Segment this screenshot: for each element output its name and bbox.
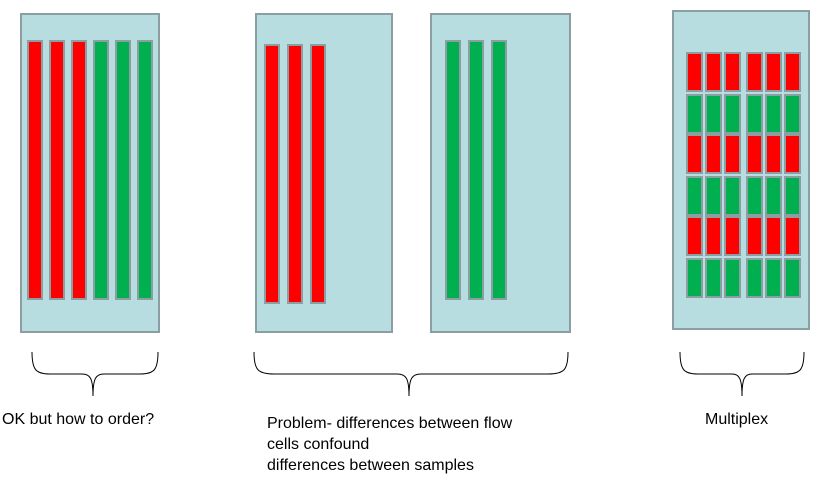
multiplex-block-green	[686, 94, 703, 134]
multiplex-block-red	[705, 52, 722, 92]
flowcell-green-samples	[430, 13, 571, 333]
multiplex-block-green	[746, 176, 763, 216]
multiplex-block-red	[765, 52, 782, 92]
multiplex-block-red	[705, 134, 722, 174]
caption-line: OK but how to order?	[2, 411, 155, 428]
multiplex-block-green	[705, 258, 722, 298]
multiplex-block-green	[746, 258, 763, 298]
multiplex-block-red	[765, 216, 782, 256]
caption-line: cells confound	[267, 436, 370, 453]
multiplex-block-green	[705, 176, 722, 216]
multiplex-block-green	[705, 94, 722, 134]
lane-green	[445, 40, 461, 300]
lane-green	[93, 40, 109, 300]
flowcell-ordered	[20, 13, 160, 333]
multiplex-block-red	[746, 52, 763, 92]
multiplex-block-red	[686, 134, 703, 174]
multiplex-block-red	[724, 52, 741, 92]
caption-panel-3: Multiplex	[705, 409, 768, 430]
multiplex-block-red	[784, 216, 801, 256]
multiplex-block-green	[724, 258, 741, 298]
lane-red	[264, 44, 280, 304]
multiplex-block-green	[784, 94, 801, 134]
multiplex-block-red	[746, 216, 763, 256]
multiplex-block-green	[765, 176, 782, 216]
multiplex-block-red	[784, 134, 801, 174]
multiplex-block-green	[686, 176, 703, 216]
multiplex-block-red	[724, 134, 741, 174]
multiplex-block-green	[784, 176, 801, 216]
multiplex-block-red	[765, 134, 782, 174]
multiplex-block-red	[784, 52, 801, 92]
multiplex-block-green	[765, 94, 782, 134]
multiplex-block-red	[686, 216, 703, 256]
lane-red	[310, 44, 326, 304]
lane-red	[27, 40, 43, 300]
multiplex-block-red	[705, 216, 722, 256]
multiplex-block-green	[784, 258, 801, 298]
multiplex-block-green	[746, 94, 763, 134]
brace-panel-2	[253, 351, 569, 397]
multiplex-block-green	[724, 94, 741, 134]
lane-green	[137, 40, 153, 300]
caption-line: Problem- differences between flow	[267, 415, 513, 432]
flowcell-multiplex	[672, 10, 810, 330]
lane-red	[287, 44, 303, 304]
multiplex-block-red	[686, 52, 703, 92]
caption-line: differences between samples	[267, 457, 474, 474]
flowcell-red-samples	[255, 13, 393, 333]
lane-green	[468, 40, 484, 300]
caption-line: Multiplex	[705, 411, 769, 428]
lane-green	[491, 40, 507, 300]
multiplex-block-green	[765, 258, 782, 298]
caption-panel-1: OK but how to order?	[2, 409, 154, 430]
multiplex-block-red	[724, 216, 741, 256]
caption-panel-2: Problem- differences between flow cells …	[267, 413, 512, 476]
multiplex-block-red	[746, 134, 763, 174]
multiplex-block-green	[724, 176, 741, 216]
lane-green	[115, 40, 131, 300]
brace-panel-1	[31, 351, 159, 397]
multiplex-block-green	[686, 258, 703, 298]
lane-red	[49, 40, 65, 300]
brace-panel-3	[679, 351, 805, 397]
lane-red	[71, 40, 87, 300]
